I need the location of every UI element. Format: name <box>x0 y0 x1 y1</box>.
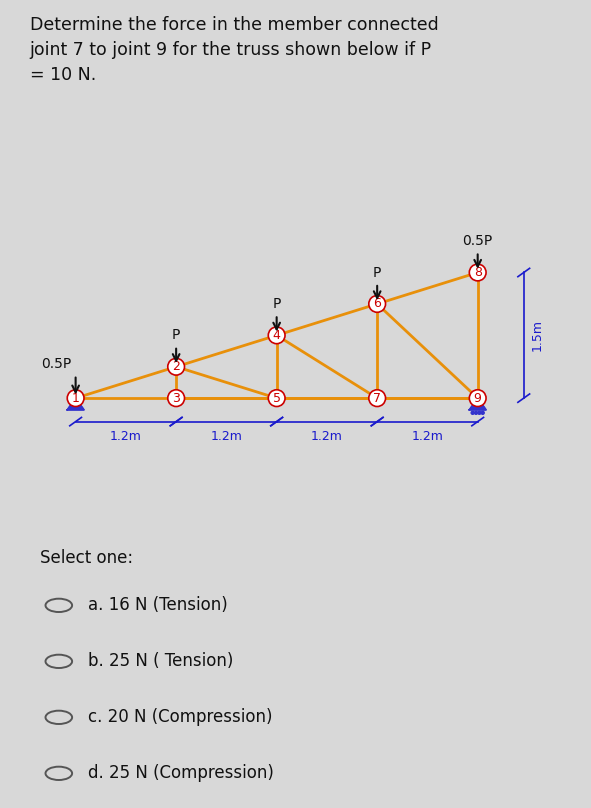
Polygon shape <box>67 398 84 410</box>
Circle shape <box>475 411 478 415</box>
Text: 1.2m: 1.2m <box>411 430 443 443</box>
Text: Select one:: Select one: <box>40 549 134 567</box>
Text: 0.5P: 0.5P <box>463 234 493 248</box>
Text: 7: 7 <box>373 392 381 405</box>
Text: 1.2m: 1.2m <box>311 430 343 443</box>
Text: 3: 3 <box>172 392 180 405</box>
Text: 2: 2 <box>172 360 180 373</box>
Text: 4: 4 <box>272 329 281 342</box>
Text: 1.2m: 1.2m <box>110 430 142 443</box>
Text: d. 25 N (Compression): d. 25 N (Compression) <box>88 764 274 782</box>
Circle shape <box>481 411 484 415</box>
Circle shape <box>478 411 481 415</box>
Text: 1.2m: 1.2m <box>210 430 242 443</box>
Text: P: P <box>373 266 381 280</box>
Text: 0.5P: 0.5P <box>41 357 72 372</box>
Text: c. 20 N (Compression): c. 20 N (Compression) <box>88 709 272 726</box>
Text: 1.5m: 1.5m <box>531 319 544 351</box>
Text: P: P <box>272 297 281 311</box>
Polygon shape <box>469 398 486 410</box>
Text: 1: 1 <box>72 392 80 405</box>
Text: P: P <box>172 328 180 343</box>
Text: 6: 6 <box>374 297 381 310</box>
Text: b. 25 N ( Tension): b. 25 N ( Tension) <box>88 652 233 671</box>
Text: 5: 5 <box>272 392 281 405</box>
Text: Determine the force in the member connected
joint 7 to joint 9 for the truss sho: Determine the force in the member connec… <box>30 16 439 84</box>
Text: 8: 8 <box>473 266 482 279</box>
Text: a. 16 N (Tension): a. 16 N (Tension) <box>88 596 228 614</box>
Circle shape <box>471 411 474 415</box>
Text: 9: 9 <box>474 392 482 405</box>
